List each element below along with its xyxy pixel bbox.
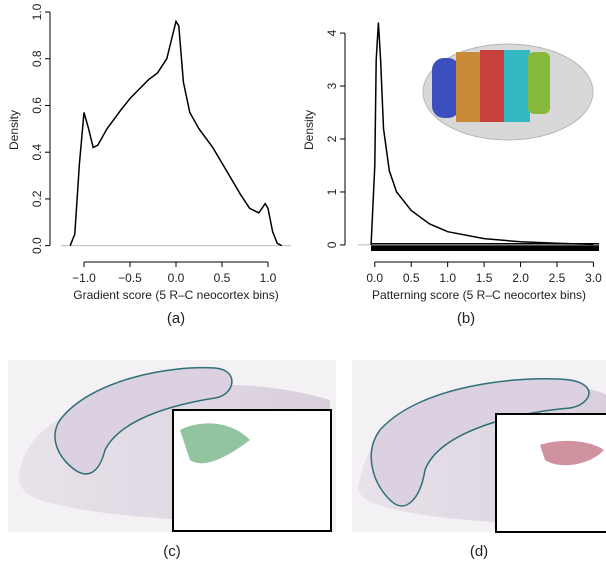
- section-d: [352, 360, 606, 533]
- x-tick-label: 0.0: [366, 271, 383, 285]
- x-tick-label: 0.5: [403, 271, 420, 285]
- x-tick-label: 0.0: [168, 271, 185, 285]
- panel-label: (d): [470, 543, 488, 560]
- x-tick-label: 3.0: [585, 271, 602, 285]
- density-line: [69, 19, 283, 247]
- panel-label: (b): [457, 310, 475, 327]
- x-tick-label: 0.5: [214, 271, 231, 285]
- x-axis-label: Patterning score (5 R–C neocortex bins): [372, 288, 586, 302]
- y-tick-label: 0.2: [30, 190, 44, 207]
- y-tick-label: 0.4: [30, 144, 44, 161]
- y-tick-label: 0.0: [30, 237, 44, 254]
- section-c: [8, 360, 336, 532]
- x-tick-label: 2.5: [549, 271, 566, 285]
- y-axis-label: Density: [302, 110, 316, 150]
- x-tick-label: 2.0: [512, 271, 529, 285]
- brain-render: [422, 43, 594, 141]
- density-line: [370, 22, 594, 246]
- panel-label: (c): [163, 543, 181, 560]
- x-axis-label: Gradient score (5 R–C neocortex bins): [73, 288, 278, 302]
- x-tick-label: −0.5: [118, 271, 142, 285]
- y-tick-label: 1.0: [30, 3, 44, 20]
- y-tick-label: 1: [325, 188, 339, 195]
- panel-label: (a): [167, 310, 185, 327]
- x-tick-label: 1.5: [476, 271, 493, 285]
- x-tick-label: −1.0: [72, 271, 96, 285]
- x-tick-label: 1.0: [439, 271, 456, 285]
- y-tick-label: 0.6: [30, 97, 44, 114]
- y-axis-label: Density: [7, 110, 21, 150]
- x-tick-label: 1.0: [260, 271, 277, 285]
- rug: [371, 243, 599, 251]
- y-tick-label: 4: [325, 29, 339, 36]
- y-tick-label: 3: [325, 82, 339, 89]
- y-tick-label: 2: [325, 135, 339, 142]
- y-tick-label: 0: [325, 241, 339, 248]
- y-tick-label: 0.8: [30, 50, 44, 67]
